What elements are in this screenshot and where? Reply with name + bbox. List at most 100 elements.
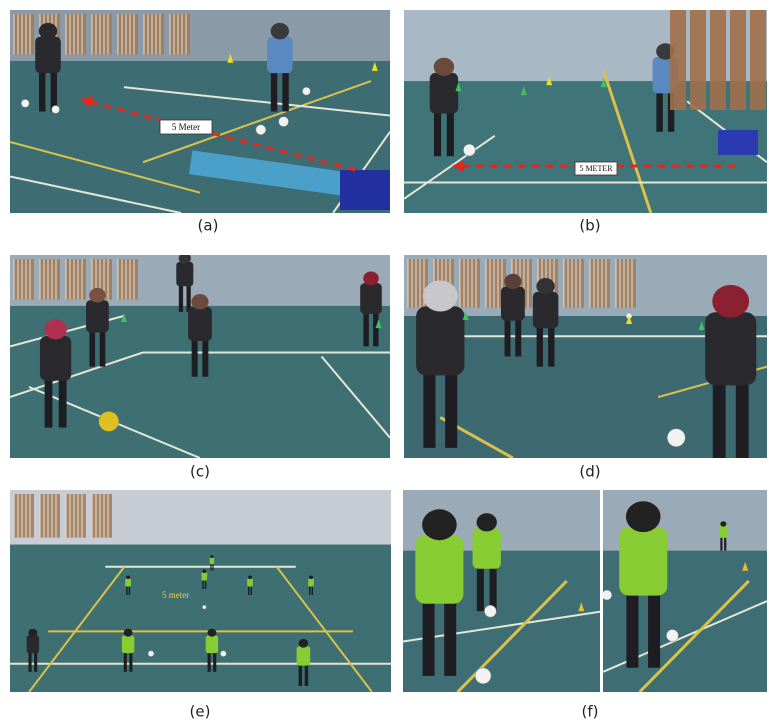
ball <box>463 143 476 157</box>
head <box>363 271 379 286</box>
court-line <box>123 86 390 117</box>
leg <box>248 585 250 596</box>
wall <box>404 10 767 82</box>
torso <box>205 635 219 654</box>
window <box>118 14 138 55</box>
panel-label: (c) <box>190 463 210 481</box>
ball <box>51 105 60 114</box>
court-line <box>320 355 390 439</box>
torso <box>532 291 559 329</box>
torso <box>201 572 208 581</box>
photo <box>10 255 390 458</box>
cone <box>227 53 234 63</box>
photo <box>404 255 767 458</box>
window <box>14 494 34 538</box>
leg <box>720 536 723 551</box>
leg <box>44 377 53 428</box>
cone <box>520 86 527 96</box>
torso <box>39 335 72 381</box>
leg <box>446 110 454 157</box>
window <box>590 259 610 308</box>
court-line <box>403 610 604 643</box>
panel-label: (f) <box>582 703 599 721</box>
leg <box>712 379 726 458</box>
court-line <box>10 351 144 399</box>
window <box>14 14 34 55</box>
court-line <box>142 80 372 164</box>
cone <box>626 315 633 325</box>
window <box>750 10 766 110</box>
wall <box>404 255 767 316</box>
leg <box>423 370 436 448</box>
leg <box>99 330 106 367</box>
head <box>298 638 309 648</box>
window <box>118 259 138 300</box>
leg <box>735 379 749 458</box>
leg <box>58 377 67 428</box>
ball <box>20 99 30 108</box>
head <box>625 501 661 533</box>
leg <box>213 651 217 672</box>
window <box>92 494 112 538</box>
leg <box>648 590 661 668</box>
head <box>178 255 191 264</box>
cone <box>371 61 378 71</box>
annotation-box <box>159 119 213 135</box>
head <box>504 273 522 290</box>
leg <box>724 536 727 551</box>
cone <box>455 82 462 92</box>
window <box>690 10 706 110</box>
cone <box>121 312 127 322</box>
torso <box>121 635 135 654</box>
leg <box>373 311 379 347</box>
torso <box>500 286 525 321</box>
head <box>123 628 133 637</box>
window <box>670 10 686 110</box>
head <box>536 278 555 295</box>
annotation-box <box>574 161 618 176</box>
window <box>170 14 190 55</box>
head <box>656 43 675 60</box>
arrowhead <box>80 96 94 108</box>
torso <box>35 36 61 74</box>
window <box>710 10 726 110</box>
leg <box>89 330 96 367</box>
ball <box>147 650 155 657</box>
leg <box>129 651 133 672</box>
leg <box>626 590 639 668</box>
leg <box>304 664 309 686</box>
ball <box>484 604 497 618</box>
leg <box>422 598 435 676</box>
torso <box>247 578 253 587</box>
torso <box>296 646 311 666</box>
court-line <box>10 175 182 213</box>
leg <box>250 585 253 596</box>
window <box>40 259 60 300</box>
window <box>40 494 60 538</box>
window <box>730 10 746 110</box>
cone <box>600 78 607 88</box>
leg <box>191 338 198 377</box>
leg <box>444 598 457 676</box>
head <box>207 628 217 637</box>
head <box>476 513 497 532</box>
leg <box>28 651 32 672</box>
leg <box>178 284 184 312</box>
panel-label: (e) <box>190 703 211 721</box>
leg <box>282 70 289 112</box>
window <box>564 259 584 308</box>
ball <box>666 629 679 642</box>
cone <box>742 561 749 571</box>
annotation: 5 Meter <box>172 122 200 132</box>
court-line <box>602 70 653 213</box>
panel-label: (b) <box>579 217 600 235</box>
leg <box>536 325 544 367</box>
court-line <box>10 140 201 194</box>
leg <box>204 579 207 589</box>
torso <box>125 578 131 587</box>
window <box>616 259 636 308</box>
photo: 5 Meter <box>10 10 390 213</box>
torso <box>415 535 464 604</box>
torso <box>472 528 501 569</box>
